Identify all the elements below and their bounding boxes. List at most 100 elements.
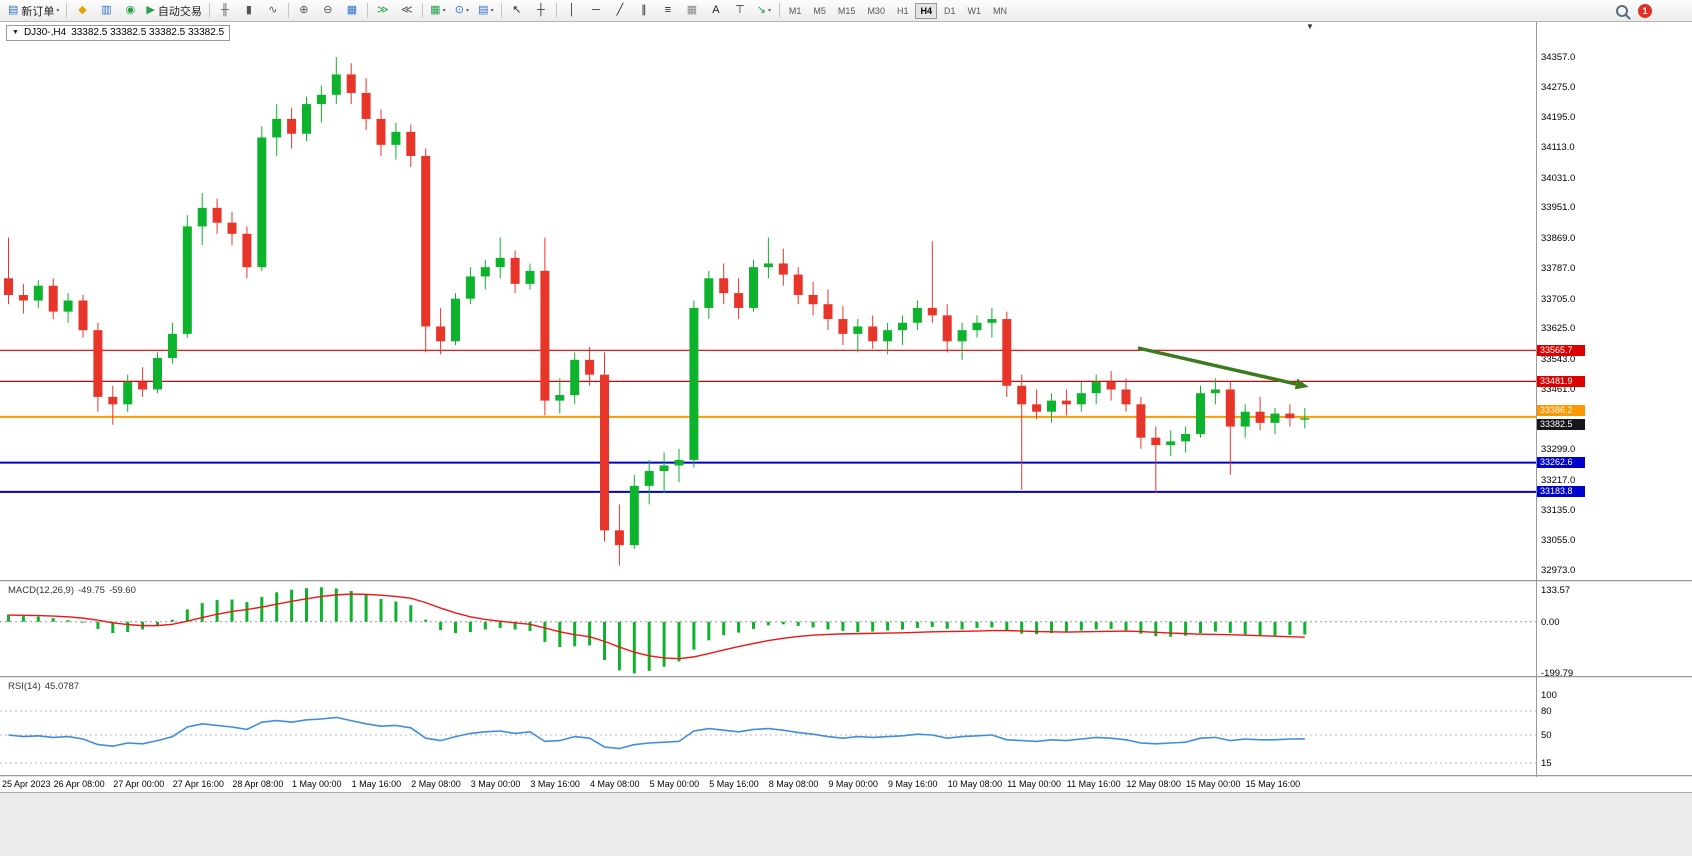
text-button[interactable]: A bbox=[704, 1, 728, 21]
price-tick-label: 33869.0 bbox=[1541, 232, 1576, 244]
trend-arrow[interactable] bbox=[1137, 346, 1310, 392]
macd-panel-chart[interactable] bbox=[0, 583, 1536, 676]
time-axis-label: 1 May 00:00 bbox=[292, 779, 342, 789]
line-chart-button[interactable]: ∿ bbox=[261, 1, 285, 21]
templates-button[interactable]: ▤ ▾ bbox=[474, 1, 498, 21]
time-axis-label: 11 May 16:00 bbox=[1066, 779, 1121, 789]
new-order-icon: ▤ bbox=[8, 4, 19, 16]
window-bottom-area bbox=[0, 792, 1692, 856]
dropdown-caret-icon[interactable]: ▾ bbox=[56, 8, 60, 14]
zoom-out-button[interactable]: ⊖ bbox=[316, 1, 340, 21]
trendline-button[interactable]: ╱ bbox=[608, 1, 632, 21]
price-badge: 33183.8 bbox=[1537, 486, 1585, 498]
arrows-icon: ↘ bbox=[756, 4, 766, 16]
fibonacci-button[interactable]: ≡ bbox=[656, 1, 680, 21]
price-tick-label: 34275.0 bbox=[1541, 82, 1576, 94]
cursor-button[interactable]: ↖ bbox=[505, 1, 529, 21]
collapse-icon[interactable]: ▼ bbox=[12, 29, 19, 36]
autotrading-button[interactable]: ▶ 自动交易 bbox=[142, 1, 205, 21]
crosshair-button[interactable]: ┼ bbox=[529, 1, 553, 21]
new-order-button[interactable]: ▤ 新订单 ▾ bbox=[4, 1, 63, 21]
candlestick-chart-button[interactable]: ▮ bbox=[237, 1, 261, 21]
data-window-button[interactable]: ▥ bbox=[94, 1, 118, 21]
arrows-button[interactable]: ↘ ▾ bbox=[752, 1, 776, 21]
toolbar-separator bbox=[66, 3, 68, 18]
timeframe-d1[interactable]: D1 bbox=[943, 5, 956, 16]
new-chart-icon: ▦ bbox=[430, 4, 441, 16]
macd-signal-line bbox=[8, 593, 1305, 660]
pane-splitter[interactable] bbox=[0, 676, 1692, 678]
text-icon: A bbox=[712, 4, 720, 16]
fibonacci-icon: ≡ bbox=[664, 4, 672, 16]
chart-shift-button[interactable]: ≪ bbox=[395, 1, 419, 21]
chart-shift-icon: ≪ bbox=[401, 4, 413, 16]
time-axis-label: 3 May 00:00 bbox=[470, 779, 521, 789]
search-icon[interactable] bbox=[1616, 4, 1628, 17]
price-chart[interactable] bbox=[0, 22, 1536, 580]
navigator-button[interactable]: ◉ bbox=[118, 1, 142, 21]
rsi-scale-label: 50 bbox=[1541, 730, 1552, 741]
bar-chart-button[interactable]: ╫ bbox=[213, 1, 237, 21]
dropdown-caret-icon[interactable]: ▾ bbox=[490, 8, 494, 14]
rsi-label: RSI(14) 45.0787 bbox=[8, 681, 83, 692]
tile-windows-button[interactable]: ▦ bbox=[340, 1, 364, 21]
channel-button[interactable]: ∥ bbox=[632, 1, 656, 21]
horizontal-line-icon: ─ bbox=[591, 4, 600, 16]
timeframe-h4[interactable]: H4 bbox=[915, 2, 937, 19]
text-label-icon: ⊤ bbox=[735, 4, 745, 16]
bar-chart-icon: ╫ bbox=[220, 4, 229, 16]
dropdown-caret-icon[interactable]: ▾ bbox=[442, 8, 446, 14]
symbol-ohlc-box: ▼ DJ30-,H4 33382.5 33382.5 33382.5 33382… bbox=[6, 25, 231, 41]
time-axis-label: 15 May 16:00 bbox=[1245, 779, 1301, 789]
hlines-layer bbox=[0, 349, 1536, 493]
timeframe-mn[interactable]: MN bbox=[993, 5, 1007, 16]
market-watch-button[interactable]: ◆ bbox=[70, 1, 94, 21]
dropdown-caret-icon[interactable]: ▾ bbox=[767, 8, 771, 14]
price-tick-label: 34195.0 bbox=[1541, 112, 1576, 124]
market-watch-icon: ◆ bbox=[78, 4, 87, 16]
text-label-button[interactable]: ⊤ bbox=[728, 1, 752, 21]
notification-badge[interactable]: 1 bbox=[1638, 3, 1652, 18]
timeframe-m5[interactable]: M5 bbox=[813, 5, 826, 16]
time-axis-label: 9 May 16:00 bbox=[888, 779, 938, 789]
vertical-line-button[interactable]: │ bbox=[560, 1, 584, 21]
toolbar: ▤ 新订单 ▾ ◆ ▥ ◉ ▶ 自动交易 ╫ ▮ ∿ ⊕ ⊖ ▦ ≫ ≪ ▦ ▾ ⊙ ▾ ▤ ▾ ↖ ┼ │ ─ ╱ ∥ ≡ ▦ A ⊤ ↘ ▾ M… bbox=[0, 0, 1692, 22]
price-tick-label: 33951.0 bbox=[1541, 202, 1576, 214]
chart-window: ▼ DJ30-,H4 33382.5 33382.5 33382.5 33382… bbox=[0, 22, 1692, 792]
horizontal-line-button[interactable]: ─ bbox=[584, 1, 608, 21]
profiles-button[interactable]: ⊙ ▾ bbox=[450, 1, 474, 21]
macd-label: MACD(12,26,9) -49.75 -59.60 bbox=[8, 585, 140, 596]
shapes-button[interactable]: ▦ bbox=[680, 1, 704, 21]
time-axis-label: 27 Apr 00:00 bbox=[113, 779, 165, 789]
trendline-icon: ╱ bbox=[616, 4, 624, 16]
pane-splitter[interactable] bbox=[0, 580, 1692, 582]
toolbar-separator bbox=[208, 3, 210, 18]
toolbar-separator bbox=[555, 3, 557, 18]
candles-layer bbox=[4, 57, 1310, 566]
timeframe-w1[interactable]: W1 bbox=[967, 5, 982, 16]
timeframe-m1[interactable]: M1 bbox=[788, 5, 802, 16]
chart-shift-marker[interactable]: ▼ bbox=[1306, 22, 1314, 31]
toolbar-separator bbox=[421, 3, 423, 18]
toolbar-right: 1 bbox=[1616, 3, 1688, 18]
dropdown-caret-icon[interactable]: ▾ bbox=[465, 8, 469, 14]
zoom-in-button[interactable]: ⊕ bbox=[292, 1, 316, 21]
rsi-scale-label: 80 bbox=[1541, 706, 1552, 717]
autotrading-icon: ▶ bbox=[146, 4, 155, 16]
price-tick-label: 33787.0 bbox=[1541, 263, 1576, 275]
price-badge: 33481.9 bbox=[1537, 375, 1585, 387]
new-chart-button[interactable]: ▦ ▾ bbox=[426, 1, 450, 21]
price-tick-label: 33461.0 bbox=[1541, 384, 1576, 396]
time-axis-label: 5 May 16:00 bbox=[709, 779, 759, 789]
timeframe-m30[interactable]: M30 bbox=[867, 5, 885, 16]
price-tick-label: 33217.0 bbox=[1541, 474, 1576, 486]
time-axis-label: 1 May 16:00 bbox=[351, 779, 402, 789]
pane-splitter[interactable] bbox=[0, 775, 1692, 777]
price-badge: 33386.2 bbox=[1537, 405, 1585, 417]
timeframe-h1[interactable]: H1 bbox=[896, 5, 909, 16]
rsi-panel-chart[interactable] bbox=[0, 679, 1536, 775]
auto-scroll-button[interactable]: ≫ bbox=[371, 1, 395, 21]
symbol-label: DJ30-,H4 bbox=[23, 27, 67, 38]
price-tick-label: 33625.0 bbox=[1541, 323, 1576, 335]
timeframe-m15[interactable]: M15 bbox=[837, 5, 856, 16]
